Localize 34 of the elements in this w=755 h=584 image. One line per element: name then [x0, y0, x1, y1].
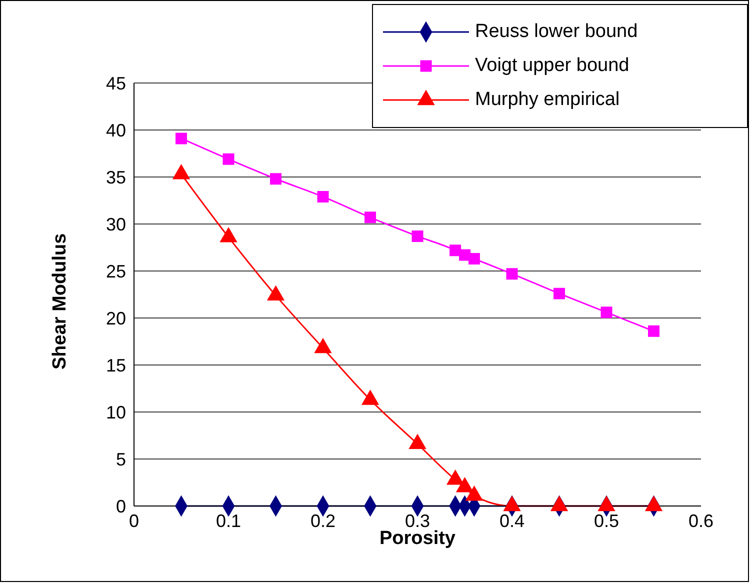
x-tick-label: 0.2 — [310, 510, 336, 531]
point — [506, 268, 518, 280]
y-tick-label: 40 — [106, 120, 126, 140]
x-tick-label: 0.5 — [594, 510, 620, 531]
y-tick-label: 35 — [106, 167, 126, 188]
legend-label: Murphy empirical — [475, 88, 620, 112]
y-tick-label: 15 — [106, 355, 126, 376]
point — [270, 173, 282, 185]
y-tick-label: 25 — [106, 261, 126, 282]
x-axis-title: Porosity — [379, 528, 456, 549]
point — [600, 306, 612, 318]
x-tick-label: 0.4 — [499, 510, 525, 531]
point — [317, 190, 329, 202]
y-tick-label: 45 — [106, 73, 126, 94]
point — [222, 153, 234, 165]
y-tick-label: 30 — [106, 214, 126, 234]
x-tick-label: 0.3 — [404, 510, 430, 531]
x-tick-label: 0 — [128, 510, 140, 531]
point — [648, 325, 660, 337]
y-tick-label: 5 — [116, 449, 126, 470]
point — [176, 132, 187, 144]
y-tick-label: 20 — [106, 308, 126, 328]
y-tick-label: 0 — [116, 496, 126, 516]
point — [554, 288, 565, 300]
point — [468, 253, 480, 265]
point — [412, 230, 424, 242]
legend-label: Reuss lower bound — [475, 20, 638, 44]
legend-label: Voigt upper bound — [475, 54, 630, 78]
y-axis-title: Shear Modulus — [50, 233, 71, 370]
point — [450, 244, 462, 256]
point — [364, 212, 376, 224]
x-tick-label: 0.6 — [688, 510, 714, 531]
y-tick-label: 10 — [106, 402, 126, 422]
x-tick-label: 0.1 — [216, 510, 242, 531]
